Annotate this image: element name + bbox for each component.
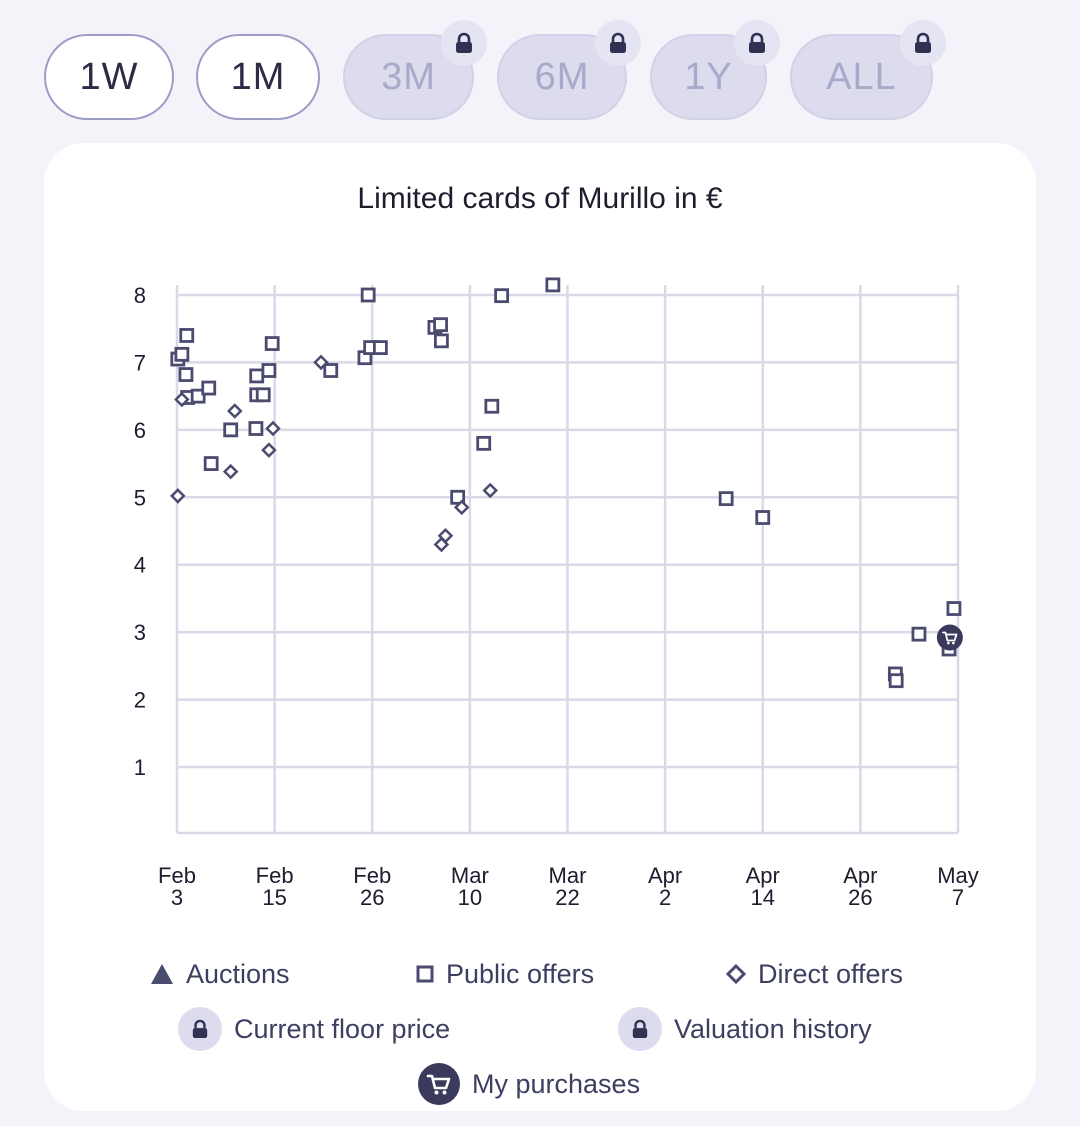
- public-offer-point: [174, 346, 190, 362]
- legend-auctions-label: Auctions: [186, 958, 290, 989]
- lock-icon: [618, 1007, 662, 1051]
- legend-current-floor-price-label: Current floor price: [234, 1013, 451, 1044]
- public-offer-point: [261, 363, 277, 378]
- y-tick-label: 5: [134, 485, 146, 510]
- legend-my-purchases[interactable]: My purchases: [418, 1061, 640, 1107]
- legend-valuation-history[interactable]: Valuation history: [618, 1006, 872, 1052]
- public-offer-point: [450, 489, 466, 505]
- y-tick-label: 7: [134, 350, 146, 375]
- public-offer-point: [360, 287, 376, 303]
- public-offer-point: [494, 288, 510, 304]
- public-offer-point: [484, 398, 500, 414]
- x-tick-label: Mar: [451, 863, 489, 888]
- public-offer-point: [476, 435, 492, 451]
- x-tick-label: 26: [360, 885, 384, 910]
- x-tick-label: Apr: [843, 863, 877, 888]
- legend-direct-offers[interactable]: Direct offers: [726, 951, 903, 997]
- direct-offer-point: [261, 442, 277, 458]
- time-range-selector: 1W 1M 3M 6M 1Y ALL: [0, 0, 1080, 130]
- direct-offer-point: [226, 403, 243, 419]
- range-1m-button[interactable]: 1M: [196, 34, 320, 120]
- public-offer-point: [264, 336, 280, 351]
- range-3m-label: 3M: [381, 55, 436, 98]
- range-all-label: ALL: [826, 55, 897, 98]
- x-tick-label: Apr: [648, 863, 682, 888]
- public-offer-point: [755, 510, 771, 525]
- direct-offer-point: [482, 482, 498, 499]
- x-tick-label: 15: [262, 885, 286, 910]
- public-offer-point: [911, 626, 927, 642]
- public-offer-point: [433, 317, 448, 333]
- x-tick-label: Feb: [158, 863, 196, 888]
- y-tick-label: 8: [134, 283, 146, 308]
- public-offer-point: [255, 387, 271, 403]
- y-tick-label: 4: [134, 553, 146, 578]
- y-tick-label: 2: [134, 688, 146, 713]
- diamond-icon: [726, 964, 746, 984]
- public-offer-point: [372, 340, 388, 355]
- y-tick-label: 3: [134, 620, 146, 645]
- legend-my-purchases-label: My purchases: [472, 1068, 641, 1099]
- public-offer-point: [201, 380, 217, 396]
- direct-offer-point: [437, 527, 454, 544]
- x-tick-label: 22: [555, 885, 579, 910]
- public-offer-point: [248, 421, 264, 436]
- chart-card: [44, 143, 1036, 1111]
- y-tick-label: 6: [134, 418, 146, 443]
- public-offer-point: [179, 328, 195, 343]
- x-tick-label: May: [937, 863, 979, 888]
- direct-offer-point: [222, 463, 239, 480]
- legend-current-floor-price[interactable]: Current floor price: [178, 1006, 450, 1052]
- public-offer-point: [178, 367, 194, 382]
- public-offer-point: [323, 363, 339, 378]
- direct-offer-point: [174, 391, 190, 408]
- my-purchase-point: [936, 624, 963, 651]
- direct-offer-point: [313, 354, 329, 371]
- public-offer-point: [249, 368, 265, 384]
- triangle-icon: [150, 963, 174, 985]
- range-1m-label: 1M: [230, 55, 286, 98]
- x-tick-label: 14: [751, 885, 775, 910]
- x-tick-label: 3: [171, 885, 183, 910]
- public-offer-point: [190, 388, 206, 404]
- cart-icon: [418, 1063, 460, 1105]
- legend-direct-offers-label: Direct offers: [758, 958, 904, 989]
- public-offer-point: [223, 422, 239, 438]
- legend-public-offers-label: Public offers: [446, 958, 595, 989]
- square-icon: [416, 965, 434, 983]
- legend-valuation-history-label: Valuation history: [674, 1013, 872, 1044]
- lock-icon: [595, 20, 641, 66]
- x-tick-label: Feb: [353, 863, 391, 888]
- y-tick-label: 1: [134, 755, 146, 780]
- range-6m-label: 6M: [534, 55, 590, 98]
- public-offer-point: [545, 277, 561, 293]
- public-offer-point: [203, 456, 219, 471]
- lock-icon: [178, 1007, 222, 1051]
- direct-offer-point: [265, 420, 281, 437]
- x-tick-label: 10: [458, 885, 482, 910]
- public-offer-point: [718, 491, 734, 507]
- public-offer-point: [888, 673, 904, 689]
- x-tick-label: Apr: [746, 863, 780, 888]
- range-1y-label: 1Y: [684, 55, 733, 98]
- lock-icon: [441, 20, 487, 66]
- range-1w-button[interactable]: 1W: [44, 34, 174, 120]
- x-tick-label: 2: [659, 885, 671, 910]
- legend-public-offers[interactable]: Public offers: [416, 951, 594, 997]
- x-tick-label: Mar: [549, 863, 587, 888]
- range-1w-label: 1W: [79, 55, 139, 98]
- x-tick-label: 26: [848, 885, 872, 910]
- legend-auctions[interactable]: Auctions: [150, 951, 290, 997]
- direct-offer-point: [170, 488, 186, 504]
- public-offer-point: [946, 601, 962, 616]
- x-tick-label: Feb: [256, 863, 294, 888]
- direct-offer-point: [453, 499, 470, 516]
- public-offer-point: [434, 333, 449, 349]
- x-tick-label: 7: [952, 885, 964, 910]
- chart-title: Limited cards of Murillo in €: [357, 182, 723, 215]
- lock-icon: [900, 20, 946, 66]
- lock-icon: [734, 20, 780, 66]
